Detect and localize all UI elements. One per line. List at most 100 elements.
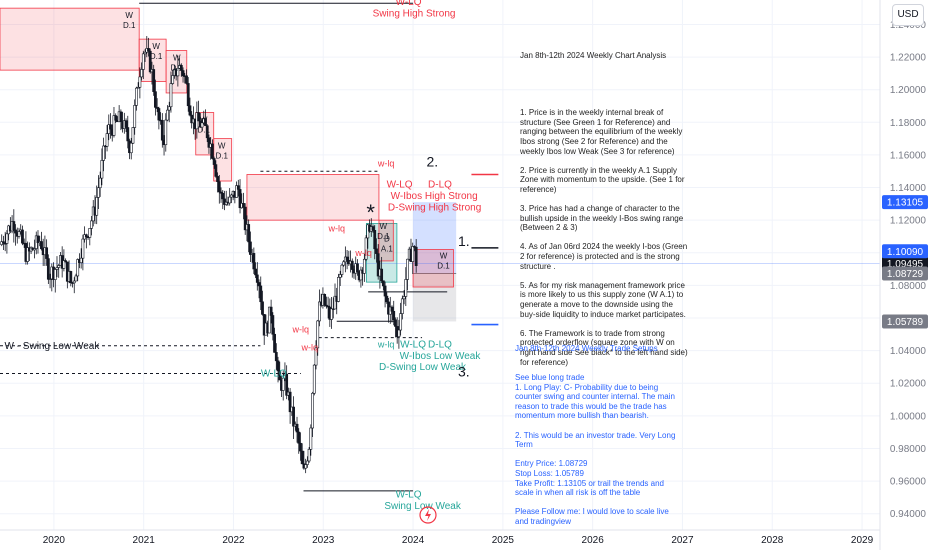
zone-label: W	[380, 222, 388, 231]
candle-body	[235, 185, 238, 198]
candle-body	[179, 65, 183, 71]
candle-body	[216, 176, 219, 183]
candle-body	[238, 189, 242, 209]
supply-zone	[0, 7, 140, 71]
candle-body	[269, 306, 273, 316]
candle-body	[131, 127, 135, 144]
candle-body	[337, 277, 340, 302]
chart-marker: 3.	[458, 364, 470, 380]
candle-body	[276, 360, 280, 372]
x-tick-label: 2024	[402, 535, 425, 546]
candle-body	[64, 260, 68, 263]
currency-button[interactable]: USD	[892, 4, 924, 26]
long-trade-profit-zone	[413, 202, 457, 274]
y-tick-label: 1.08000	[890, 281, 927, 292]
candle-body	[406, 258, 409, 280]
candle-body	[304, 464, 308, 469]
candle-body	[136, 86, 140, 89]
candle-body	[414, 246, 418, 266]
candle-body	[281, 377, 285, 391]
candle-body	[2, 241, 5, 244]
candle-body	[248, 241, 252, 255]
price-tag	[882, 244, 928, 259]
candle-body	[323, 293, 327, 306]
chart-structure-lines	[0, 2, 880, 492]
candle-body	[12, 221, 16, 231]
x-tick-label: 2022	[222, 535, 245, 546]
candle-body	[171, 75, 175, 84]
candle-body	[259, 285, 263, 303]
chart-annotation: D-Swing Low Weak	[379, 362, 467, 373]
chart-annotation: W-LQ	[396, 0, 422, 8]
chart-annotation: W-Ibos High Strong	[391, 191, 478, 202]
y-tick-label: 1.12000	[890, 216, 927, 227]
zone-label: D.1	[150, 52, 163, 61]
zone-label: W	[200, 116, 208, 125]
candle-body	[390, 306, 394, 312]
candle-body	[229, 194, 233, 198]
candle-body	[200, 122, 204, 128]
chart-annotation: w-lq	[377, 158, 395, 168]
x-tick-label: 2028	[761, 535, 784, 546]
candle-body	[392, 310, 396, 321]
chart-marker: 1.	[458, 233, 470, 249]
candle-body	[105, 133, 109, 147]
x-tick-label: 2026	[582, 535, 605, 546]
candle-body	[397, 329, 401, 338]
candle-body	[76, 259, 80, 277]
candle-body	[381, 280, 385, 287]
candle-body	[219, 191, 223, 194]
chart-annotation: W-Ibos Low Weak	[400, 351, 482, 362]
candle-body	[292, 406, 295, 427]
y-tick-label: 1.20000	[890, 85, 927, 96]
setups-body: See blue long trade 1. Long Play: C- Pro…	[515, 372, 676, 526]
chart-marker: *	[366, 200, 375, 225]
candle-body	[141, 53, 145, 70]
x-tick-label: 2023	[312, 535, 335, 546]
candle-body	[138, 76, 142, 88]
candle-body	[100, 160, 104, 179]
candle-body	[271, 315, 275, 335]
candle-body	[109, 124, 112, 130]
candle-body	[74, 275, 78, 282]
candle-body	[254, 268, 257, 276]
candle-body	[97, 187, 100, 198]
candle-body	[102, 145, 106, 161]
candle-body	[242, 203, 245, 208]
candle-body	[404, 279, 408, 297]
price-axis[interactable]: 0.94000 0.96000 0.98000 1.00000 1.02000 1.040…	[879, 0, 928, 550]
candle-body	[40, 241, 43, 250]
chart-annotation: D-LQ	[428, 339, 452, 350]
candle-body	[114, 115, 118, 121]
chart-annotation: W-LQ	[396, 489, 422, 500]
price-tag	[882, 266, 928, 281]
candle-body	[243, 206, 247, 231]
zone-label: D.1	[171, 64, 184, 73]
chart-annotation: w-lq	[377, 339, 395, 349]
candle-body	[90, 220, 93, 229]
candle-body	[79, 257, 83, 263]
candle-body	[402, 296, 406, 300]
candle-body	[288, 391, 292, 413]
candle-body	[359, 269, 363, 281]
candle-body	[197, 112, 200, 122]
x-tick-label: 2020	[43, 535, 66, 546]
weekly-analysis-note: Jan 8th-12th 2024 Weekly Chart Analysis …	[520, 32, 688, 377]
candle-body	[176, 68, 180, 77]
price-tag	[882, 314, 928, 329]
candle-body	[333, 295, 337, 310]
chart-marker: 2.	[427, 153, 439, 169]
candle-body	[95, 197, 99, 216]
time-axis[interactable]: 2020 2021 2022 2023 2024 2025 2026 2027 2028 2029	[0, 529, 880, 546]
candle-body	[112, 115, 116, 136]
candle-body	[383, 285, 387, 297]
candle-body	[135, 87, 138, 106]
candle-body	[326, 305, 330, 308]
candle-body	[318, 301, 321, 322]
candle-body	[205, 125, 209, 139]
candle-body	[57, 265, 61, 268]
y-tick-label: 1.16000	[890, 150, 927, 161]
candle-body	[140, 69, 144, 78]
candle-body	[385, 295, 389, 303]
